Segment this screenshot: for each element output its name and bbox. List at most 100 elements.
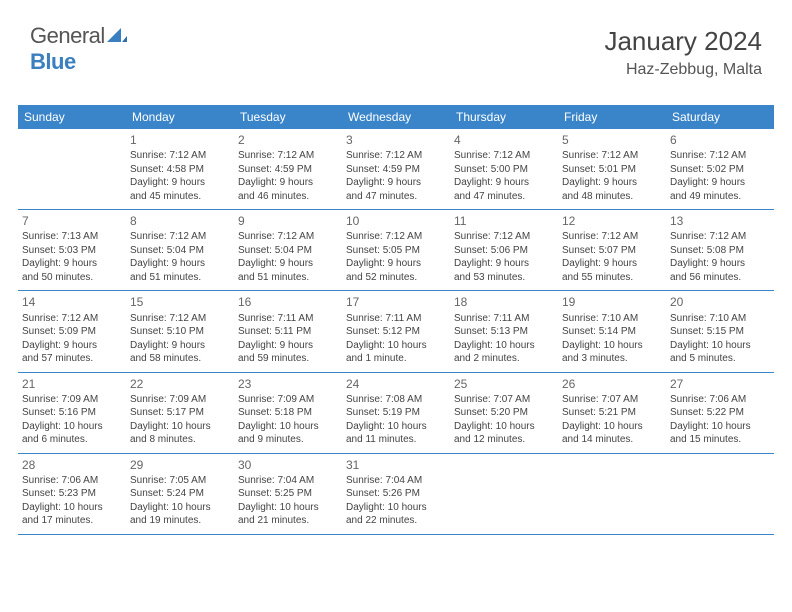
day-info-line: Daylight: 10 hours: [22, 420, 122, 434]
day-number: 7: [22, 213, 122, 229]
day-info-line: Sunset: 5:20 PM: [454, 406, 554, 420]
day-info-line: Sunset: 5:06 PM: [454, 244, 554, 258]
day-info-line: Sunrise: 7:12 AM: [130, 149, 230, 163]
day-info-line: Sunrise: 7:12 AM: [454, 149, 554, 163]
day-info-line: and 50 minutes.: [22, 271, 122, 285]
day-info-line: Sunrise: 7:12 AM: [238, 230, 338, 244]
week-row: 1Sunrise: 7:12 AMSunset: 4:58 PMDaylight…: [18, 129, 774, 210]
day-header-wed: Wednesday: [342, 105, 450, 129]
location-text: Haz-Zebbug, Malta: [604, 61, 762, 79]
day-cell: 5Sunrise: 7:12 AMSunset: 5:01 PMDaylight…: [558, 129, 666, 209]
day-info-line: and 49 minutes.: [670, 190, 770, 204]
day-number: 26: [562, 376, 662, 392]
day-info-line: Daylight: 10 hours: [346, 501, 446, 515]
day-info-line: Daylight: 9 hours: [346, 257, 446, 271]
day-cell: 14Sunrise: 7:12 AMSunset: 5:09 PMDayligh…: [18, 291, 126, 371]
day-info-line: and 22 minutes.: [346, 514, 446, 528]
day-number: 14: [22, 294, 122, 310]
day-info-line: Sunrise: 7:09 AM: [238, 393, 338, 407]
day-cell: 13Sunrise: 7:12 AMSunset: 5:08 PMDayligh…: [666, 210, 774, 290]
day-info-line: and 11 minutes.: [346, 433, 446, 447]
day-info-line: Sunset: 5:00 PM: [454, 163, 554, 177]
day-info-line: and 5 minutes.: [670, 352, 770, 366]
day-info-line: Sunrise: 7:06 AM: [670, 393, 770, 407]
day-info-line: Sunrise: 7:05 AM: [130, 474, 230, 488]
day-info-line: Sunrise: 7:12 AM: [454, 230, 554, 244]
day-number: 30: [238, 457, 338, 473]
day-header-mon: Monday: [126, 105, 234, 129]
day-info-line: and 8 minutes.: [130, 433, 230, 447]
day-info-line: Daylight: 9 hours: [238, 339, 338, 353]
day-info-line: Sunrise: 7:12 AM: [346, 149, 446, 163]
day-cell: 30Sunrise: 7:04 AMSunset: 5:25 PMDayligh…: [234, 454, 342, 534]
day-cell: 23Sunrise: 7:09 AMSunset: 5:18 PMDayligh…: [234, 373, 342, 453]
day-number: 18: [454, 294, 554, 310]
day-number: 9: [238, 213, 338, 229]
day-number: 5: [562, 132, 662, 148]
day-cell: 11Sunrise: 7:12 AMSunset: 5:06 PMDayligh…: [450, 210, 558, 290]
day-info-line: Sunrise: 7:12 AM: [238, 149, 338, 163]
day-info-line: Sunrise: 7:04 AM: [238, 474, 338, 488]
day-info-line: Daylight: 9 hours: [130, 339, 230, 353]
day-info-line: and 47 minutes.: [346, 190, 446, 204]
day-info-line: Sunrise: 7:07 AM: [562, 393, 662, 407]
day-info-line: and 53 minutes.: [454, 271, 554, 285]
day-info-line: and 51 minutes.: [130, 271, 230, 285]
month-title: January 2024: [604, 26, 762, 57]
day-info-line: Sunset: 5:25 PM: [238, 487, 338, 501]
week-row: 14Sunrise: 7:12 AMSunset: 5:09 PMDayligh…: [18, 291, 774, 372]
day-number: 8: [130, 213, 230, 229]
day-info-line: Sunrise: 7:10 AM: [562, 312, 662, 326]
day-info-line: Sunset: 5:07 PM: [562, 244, 662, 258]
day-cell: 4Sunrise: 7:12 AMSunset: 5:00 PMDaylight…: [450, 129, 558, 209]
day-number: 29: [130, 457, 230, 473]
day-cell: 28Sunrise: 7:06 AMSunset: 5:23 PMDayligh…: [18, 454, 126, 534]
day-info-line: Sunrise: 7:12 AM: [130, 230, 230, 244]
day-info-line: Sunset: 5:13 PM: [454, 325, 554, 339]
day-number: 12: [562, 213, 662, 229]
day-info-line: Daylight: 9 hours: [22, 339, 122, 353]
day-info-line: Daylight: 9 hours: [130, 257, 230, 271]
brand-text-blue: Blue: [30, 49, 76, 74]
day-info-line: Sunrise: 7:11 AM: [238, 312, 338, 326]
day-info-line: Sunrise: 7:09 AM: [22, 393, 122, 407]
day-cell: 21Sunrise: 7:09 AMSunset: 5:16 PMDayligh…: [18, 373, 126, 453]
day-info-line: and 46 minutes.: [238, 190, 338, 204]
day-info-line: Daylight: 9 hours: [238, 257, 338, 271]
day-info-line: Sunset: 4:59 PM: [346, 163, 446, 177]
day-cell: 9Sunrise: 7:12 AMSunset: 5:04 PMDaylight…: [234, 210, 342, 290]
day-info-line: Sunrise: 7:08 AM: [346, 393, 446, 407]
day-info-line: Daylight: 9 hours: [130, 176, 230, 190]
calendar: Sunday Monday Tuesday Wednesday Thursday…: [18, 105, 774, 535]
day-cell: 6Sunrise: 7:12 AMSunset: 5:02 PMDaylight…: [666, 129, 774, 209]
day-info-line: and 55 minutes.: [562, 271, 662, 285]
day-info-line: Sunrise: 7:12 AM: [346, 230, 446, 244]
day-number: 10: [346, 213, 446, 229]
day-header-row: Sunday Monday Tuesday Wednesday Thursday…: [18, 105, 774, 129]
day-cell: 25Sunrise: 7:07 AMSunset: 5:20 PMDayligh…: [450, 373, 558, 453]
day-info-line: Daylight: 10 hours: [562, 420, 662, 434]
day-number: 27: [670, 376, 770, 392]
day-info-line: Sunset: 4:59 PM: [238, 163, 338, 177]
day-number: 25: [454, 376, 554, 392]
brand-text-gray: General: [30, 23, 105, 48]
day-header-sun: Sunday: [18, 105, 126, 129]
day-info-line: Daylight: 10 hours: [130, 420, 230, 434]
day-number: 4: [454, 132, 554, 148]
day-info-line: Sunrise: 7:11 AM: [346, 312, 446, 326]
day-info-line: and 47 minutes.: [454, 190, 554, 204]
day-info-line: Daylight: 9 hours: [454, 176, 554, 190]
day-info-line: Sunset: 5:05 PM: [346, 244, 446, 258]
week-row: 21Sunrise: 7:09 AMSunset: 5:16 PMDayligh…: [18, 373, 774, 454]
day-info-line: Sunset: 5:19 PM: [346, 406, 446, 420]
day-info-line: and 9 minutes.: [238, 433, 338, 447]
day-number: 22: [130, 376, 230, 392]
day-info-line: and 48 minutes.: [562, 190, 662, 204]
day-info-line: Sunrise: 7:04 AM: [346, 474, 446, 488]
day-info-line: Sunset: 5:15 PM: [670, 325, 770, 339]
day-info-line: and 45 minutes.: [130, 190, 230, 204]
day-info-line: Sunrise: 7:13 AM: [22, 230, 122, 244]
day-info-line: Daylight: 10 hours: [22, 501, 122, 515]
day-info-line: Sunset: 5:04 PM: [130, 244, 230, 258]
day-info-line: Sunrise: 7:11 AM: [454, 312, 554, 326]
